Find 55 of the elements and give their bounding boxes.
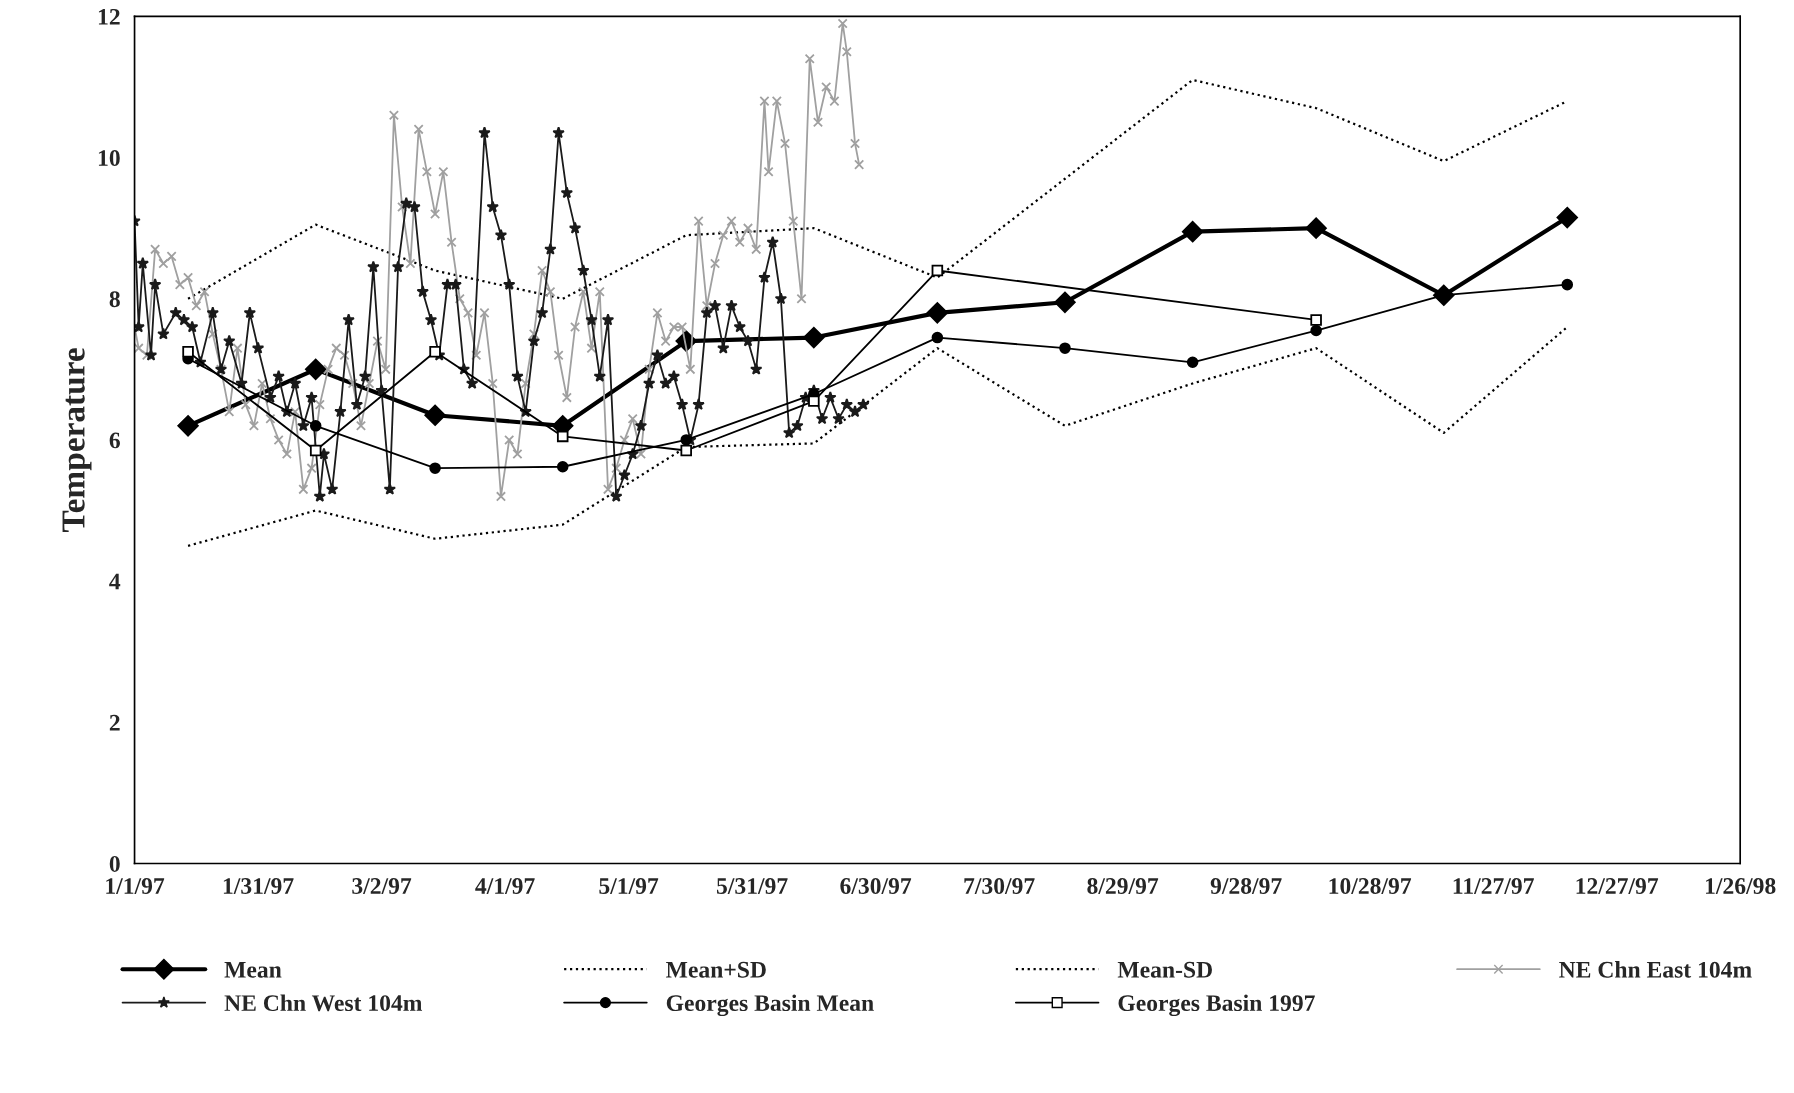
y-axis-title: Temperature [62, 348, 92, 533]
point [309, 444, 322, 457]
point [680, 434, 692, 446]
legend-label: NE Chn West 104m [224, 994, 423, 1012]
y-tick-label: 8 [109, 291, 120, 308]
x-tick-label: 8/29/97 [1087, 878, 1159, 894]
point [1054, 291, 1076, 314]
point [1561, 278, 1574, 291]
x-tick-label: 4/1/97 [475, 878, 535, 894]
point [931, 331, 944, 344]
x-tick-label: 5/31/97 [716, 878, 788, 894]
point [304, 358, 327, 381]
point [177, 415, 199, 437]
legend-label: NE Chn East 104m [1559, 961, 1752, 978]
point [182, 345, 194, 358]
point [1310, 324, 1322, 337]
legend-label: Mean-SD [1117, 961, 1212, 978]
y-tick-label: 4 [109, 573, 121, 590]
point [926, 302, 949, 324]
point [429, 462, 441, 474]
point [808, 395, 820, 407]
point [1310, 314, 1322, 326]
y-tick-label: 6 [109, 432, 120, 449]
y-tick-label: 10 [98, 150, 120, 166]
point [803, 326, 825, 349]
point [309, 420, 322, 432]
x-tick-label: 11/27/97 [1453, 878, 1534, 894]
point [556, 430, 569, 443]
point [1059, 342, 1071, 354]
x-tick-label: 7/30/97 [964, 878, 1035, 894]
x-tick-label: 1/31/97 [223, 878, 294, 894]
point [680, 444, 692, 457]
point [556, 460, 569, 473]
x-tick-label: 3/2/97 [352, 878, 412, 894]
point [1186, 356, 1199, 369]
legend-label: Mean [224, 962, 282, 978]
x-tick-label: 10/28/97 [1329, 878, 1412, 894]
legend-label: Mean+SD [666, 961, 766, 978]
point [1556, 206, 1578, 229]
point [1181, 220, 1204, 243]
y-tick-label: 2 [109, 714, 120, 731]
y-tick-label: 12 [98, 8, 120, 25]
x-tick-label: 1/1/97 [106, 878, 165, 894]
y-tick-label: 0 [109, 855, 120, 872]
point [931, 264, 944, 277]
x-tick-label: 6/30/97 [840, 878, 912, 894]
point [424, 404, 446, 426]
point [429, 345, 441, 358]
x-tick-label: 12/27/97 [1576, 878, 1659, 894]
x-tick-label: 1/26/98 [1706, 878, 1776, 894]
legend-label: Georges Basin Mean [666, 994, 874, 1017]
x-tick-label: 5/1/97 [599, 878, 659, 894]
point [1305, 217, 1327, 239]
x-tick-label: 9/28/97 [1210, 878, 1282, 894]
legend-label: Georges Basin 1997 [1118, 994, 1315, 1017]
